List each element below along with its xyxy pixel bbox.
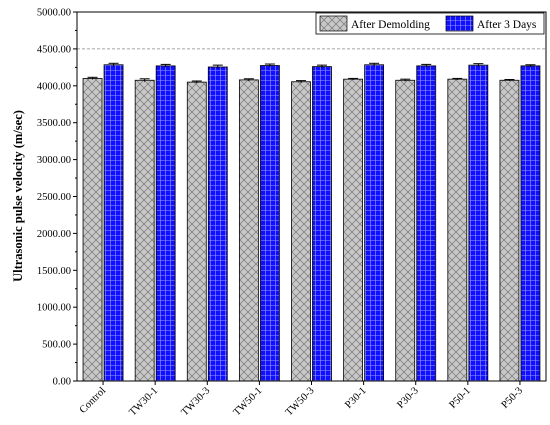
bar-after-3-days-p50-3 — [520, 65, 541, 382]
legend-label-after-demolding: After Demolding — [351, 19, 430, 31]
bar-after-demolding-p50-1 — [447, 78, 468, 382]
bar-after-demolding-p30-1 — [343, 78, 364, 382]
bar-after-demolding-p30-3 — [395, 79, 416, 382]
y-axis-ticks: 0.00 500.00 1000.00 1500.00 2000.00 2500.00 30… — [37, 8, 77, 388]
y-tick-label: 1500.00 — [37, 266, 71, 277]
legend-box — [315, 12, 545, 35]
y-tick-label: 4500.00 — [37, 44, 71, 55]
x-axis-ticks: Control TW30-1 TW30-3 TW50-1 TW50-3 P30-1 P30-… — [78, 381, 525, 418]
y-tick-label: 4000.00 — [37, 81, 71, 92]
x-tick-label: TW30-1 — [127, 385, 160, 418]
x-tick-label: TW30-3 — [179, 385, 212, 418]
bar-after-demolding-tw30-3 — [186, 81, 207, 382]
legend-label-after-3-days: After 3 Days — [477, 19, 537, 31]
y-tick-label: 500.00 — [42, 340, 71, 351]
bar-after-demolding-tw50-1 — [238, 79, 259, 382]
bar-after-3-days-p30-1 — [364, 64, 385, 382]
bar-after-demolding-tw50-3 — [291, 81, 311, 382]
x-tick-label: TW50-1 — [232, 385, 265, 418]
bar-after-3-days-tw50-3 — [312, 66, 332, 382]
x-tick-label: Control — [78, 385, 109, 416]
bar-after-3-days-p30-3 — [416, 65, 437, 382]
bar-after-3-days-p50-1 — [468, 64, 489, 382]
bar-after-demolding-p50-3 — [499, 79, 520, 382]
bars — [82, 64, 541, 382]
bar-after-demolding-tw30-1 — [134, 79, 155, 382]
y-axis-title: Ultrasonic pulse velocity (m/sec) — [11, 110, 25, 282]
y-tick-label: 0.00 — [53, 377, 71, 388]
y-tick-label: 3000.00 — [37, 155, 71, 166]
legend: After Demolding After 3 Days — [315, 12, 545, 35]
x-tick-label: P30-3 — [395, 385, 421, 411]
legend-swatch-after-3-days — [445, 15, 474, 32]
bar-after-demolding-control — [82, 78, 103, 382]
y-tick-label: 2500.00 — [37, 192, 71, 203]
x-tick-label: P50-1 — [447, 385, 473, 411]
legend-swatch-after-demolding — [319, 15, 348, 32]
x-tick-label: P30-1 — [343, 385, 369, 411]
y-tick-label: 2000.00 — [37, 229, 71, 240]
bar-after-3-days-tw30-1 — [155, 65, 176, 382]
y-tick-label: 1000.00 — [37, 303, 71, 314]
bar-after-3-days-control — [103, 64, 124, 382]
bar-after-3-days-tw50-1 — [259, 65, 280, 382]
y-tick-label: 5000.00 — [37, 8, 71, 19]
error-bars — [87, 62, 536, 84]
y-tick-label: 3500.00 — [37, 118, 71, 129]
x-tick-label: P50-3 — [500, 385, 526, 411]
x-tick-label: TW50-3 — [284, 385, 317, 418]
bar-after-3-days-tw30-3 — [207, 66, 228, 382]
